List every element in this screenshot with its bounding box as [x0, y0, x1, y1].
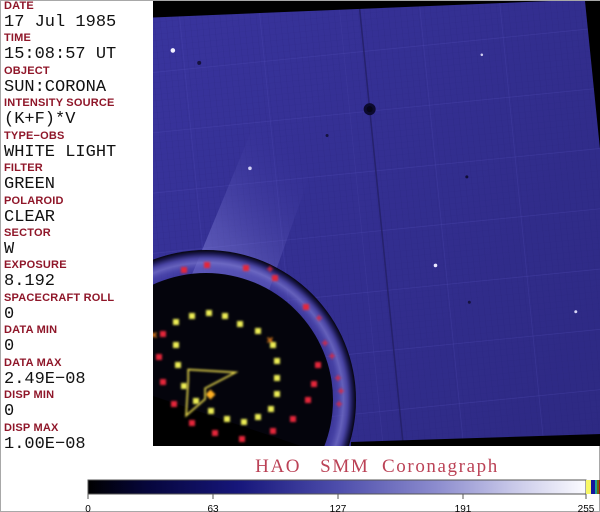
svg-text:63: 63	[207, 504, 219, 512]
svg-text:127: 127	[330, 504, 347, 512]
svg-text:0: 0	[85, 504, 91, 512]
svg-text:255: 255	[578, 504, 595, 512]
svg-text:191: 191	[455, 504, 472, 512]
